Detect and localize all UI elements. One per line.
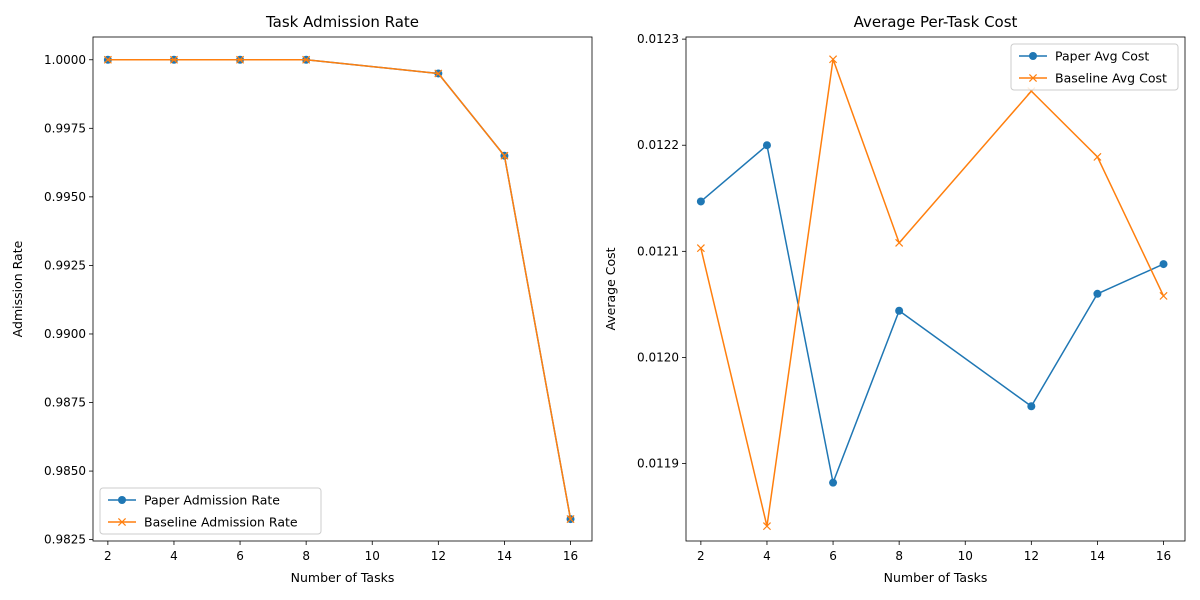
y-tick-label: 0.0121 bbox=[637, 244, 679, 258]
x-tick-label: 16 bbox=[563, 549, 578, 563]
y-tick-label: 0.0122 bbox=[637, 138, 679, 152]
plot-frame bbox=[685, 36, 1186, 542]
data-point-circle bbox=[829, 478, 838, 487]
x-tick-label: 8 bbox=[895, 549, 903, 563]
data-point-x bbox=[895, 238, 904, 247]
series-line-1 bbox=[107, 59, 572, 520]
data-point-x bbox=[566, 515, 575, 524]
y-tick-label: 0.9975 bbox=[44, 121, 86, 135]
y-tick-label: 0.0123 bbox=[637, 32, 679, 46]
data-point-circle bbox=[1093, 289, 1102, 298]
y-axis-label: Admission Rate bbox=[10, 240, 25, 337]
x-tick-label: 12 bbox=[1024, 549, 1039, 563]
y-tick-label: 0.9850 bbox=[44, 464, 86, 478]
legend-label: Paper Admission Rate bbox=[144, 493, 280, 508]
data-point-x bbox=[829, 55, 838, 64]
x-tick-label: 2 bbox=[104, 549, 112, 563]
legend-box bbox=[99, 487, 322, 535]
y-tick-label: 1.0000 bbox=[44, 53, 86, 67]
data-point-circle bbox=[696, 197, 705, 206]
data-point-x bbox=[236, 55, 245, 64]
data-point-x bbox=[696, 244, 705, 253]
x-tick-label: 2 bbox=[697, 549, 705, 563]
y-tick-label: 0.9825 bbox=[44, 533, 86, 547]
data-point-circle bbox=[1027, 402, 1036, 411]
chart-title: Average Per-Task Cost bbox=[854, 13, 1018, 31]
data-point-x bbox=[434, 69, 443, 78]
legend: Paper Admission Rate Baseline Admission R… bbox=[99, 487, 322, 535]
data-point-x bbox=[500, 151, 509, 160]
x-tick-label: 10 bbox=[365, 549, 380, 563]
y-tick-label: 0.0120 bbox=[637, 350, 679, 364]
legend-box bbox=[1010, 43, 1179, 91]
legend-marker-x bbox=[117, 517, 127, 527]
series-line-1 bbox=[700, 144, 1164, 484]
data-point-x bbox=[302, 55, 311, 64]
y-tick-label: 0.0119 bbox=[637, 457, 679, 471]
x-axis-label: Number of Tasks bbox=[291, 570, 395, 585]
chart-panel-1: Task Admission Rate 2 4 6 8 10 12 14 16 0.9825 0.9… bbox=[10, 13, 593, 585]
x-axis-label: Number of Tasks bbox=[884, 570, 988, 585]
chart-panel-2: Average Per-Task Cost 2 4 6 8 10 12 14 16 0.0119 0… bbox=[603, 13, 1186, 585]
legend-marker-circle bbox=[1029, 52, 1037, 60]
legend-label: Paper Avg Cost bbox=[1055, 49, 1149, 64]
x-tick-label: 14 bbox=[1090, 549, 1105, 563]
y-axis-label: Average Cost bbox=[603, 247, 618, 330]
data-point-circle bbox=[762, 141, 771, 150]
legend: Paper Avg Cost Baseline Avg Cost bbox=[1010, 43, 1179, 91]
chart-title: Task Admission Rate bbox=[265, 13, 419, 31]
y-tick-label: 0.9875 bbox=[44, 396, 86, 410]
legend-label: Baseline Avg Cost bbox=[1055, 71, 1167, 86]
data-point-x bbox=[762, 522, 771, 531]
y-tick-label: 0.9950 bbox=[44, 190, 86, 204]
x-tick-label: 6 bbox=[236, 549, 244, 563]
y-tick-label: 0.9900 bbox=[44, 327, 86, 341]
data-point-x bbox=[1159, 291, 1168, 300]
legend-marker-circle bbox=[118, 496, 126, 504]
data-point-circle bbox=[895, 306, 904, 315]
x-tick-label: 10 bbox=[958, 549, 973, 563]
x-tick-label: 14 bbox=[497, 549, 512, 563]
x-tick-label: 4 bbox=[170, 549, 178, 563]
data-point-x bbox=[169, 55, 178, 64]
x-tick-label: 16 bbox=[1156, 549, 1171, 563]
x-tick-label: 8 bbox=[302, 549, 310, 563]
series-line-2 bbox=[107, 59, 572, 520]
data-point-circle bbox=[1159, 260, 1168, 269]
legend-label: Baseline Admission Rate bbox=[144, 515, 298, 530]
plot-frame bbox=[92, 36, 593, 542]
y-tick-label: 0.9925 bbox=[44, 258, 86, 272]
x-tick-label: 6 bbox=[829, 549, 837, 563]
legend-marker-x bbox=[1028, 73, 1038, 83]
data-point-x bbox=[103, 55, 112, 64]
data-point-x bbox=[1093, 152, 1102, 161]
x-tick-label: 12 bbox=[431, 549, 446, 563]
x-tick-label: 4 bbox=[763, 549, 771, 563]
